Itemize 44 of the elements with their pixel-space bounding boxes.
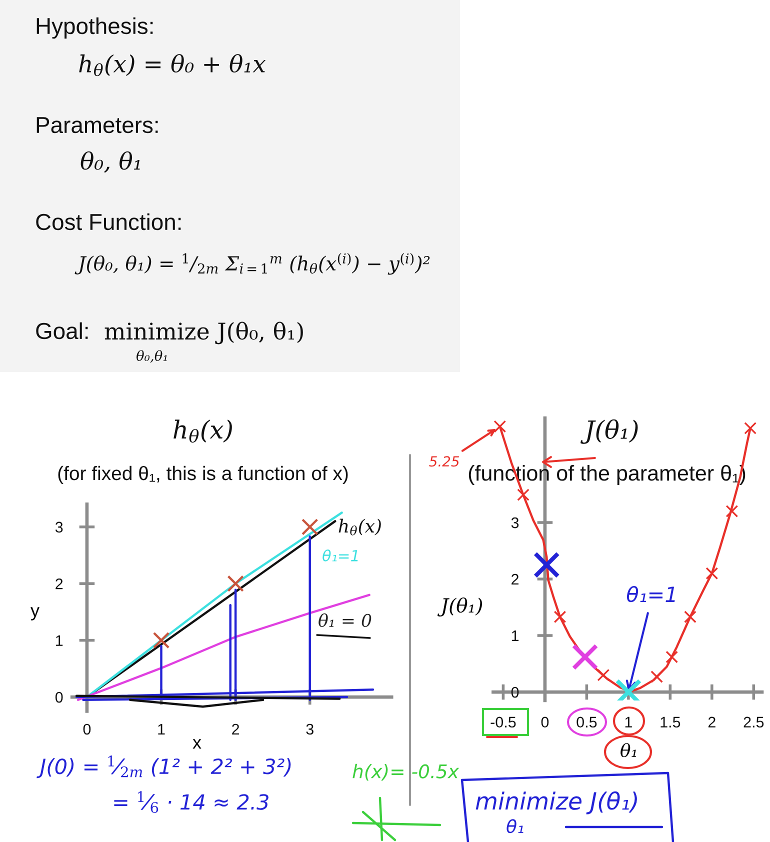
- x-tick-label: 1: [625, 716, 632, 728]
- text: h$_{θ}$(x) = θ₀ + θ₁x: [79, 54, 266, 76]
- x-tick-label: -0.5: [490, 716, 516, 728]
- x-tick-label: 3: [306, 724, 314, 735]
- chart-title: J(θ₁): [580, 419, 638, 444]
- annotation: 5.25: [429, 456, 460, 467]
- x-tick-label: 0: [83, 724, 91, 735]
- series-label: h$_{θ}$(x): [338, 518, 381, 536]
- x-axis-title: x: [192, 739, 202, 749]
- x-tick-label: 1: [158, 724, 165, 734]
- y-tick-label: 1: [56, 635, 63, 646]
- x-tick-label: 0.5: [576, 716, 597, 728]
- y-axis-title: J(θ₁): [438, 597, 482, 617]
- text: minimize J(θ₀, θ₁): [104, 322, 303, 344]
- x-tick-label: 2: [708, 716, 716, 728]
- text: = $^{1}$⁄$_{6}$ · 14 ≈ 2.3: [114, 791, 268, 814]
- chart-subtitle: (for fixed θ₁, this is a function of x): [58, 466, 348, 484]
- text: Parameters:: [36, 117, 158, 134]
- text: h(x)= -0.5x: [352, 764, 460, 781]
- x-axis-title: θ₁: [620, 743, 636, 758]
- annotation: θ₁=1: [322, 549, 358, 562]
- text: θ₁: [506, 819, 524, 834]
- y-tick-label: 2: [512, 574, 518, 585]
- text: Hypothesis:: [36, 17, 153, 39]
- text: Goal:: [36, 322, 88, 340]
- text: θ₀,θ₁: [136, 350, 167, 363]
- text: θ₀, θ₁: [80, 151, 140, 173]
- x-tick-label: 2: [232, 724, 240, 734]
- y-tick-label: 1: [512, 630, 519, 642]
- text: minimize J(θ₁): [476, 791, 637, 814]
- chart-title: h$_{θ}$(x): [174, 420, 232, 443]
- annotation: θ₁ = 0: [318, 613, 372, 628]
- text: J(0) = $^{1}$⁄$_{2m}$ (1² + 2² + 3²): [36, 756, 291, 778]
- annotation: θ₁=1: [626, 586, 675, 602]
- text: J(θ₀, θ₁) = $^{1}$/$_{2m}$ Σ$_{i=1}$$^{m}$ (h$_{θ}$(x$^{(i)}$) − y$^{(i)}$)²: [74, 253, 430, 275]
- y-axis-title: y: [30, 607, 40, 620]
- y-tick-label: 0: [55, 692, 63, 703]
- y-tick-label: 3: [511, 517, 519, 528]
- y-tick-label: 3: [55, 522, 63, 533]
- x-tick-label: 0: [541, 716, 549, 728]
- x-tick-label: 1.5: [660, 716, 680, 728]
- text: Cost Function:: [36, 213, 181, 230]
- x-tick-label: 2.5: [744, 716, 764, 728]
- y-tick-label: 2: [56, 578, 63, 590]
